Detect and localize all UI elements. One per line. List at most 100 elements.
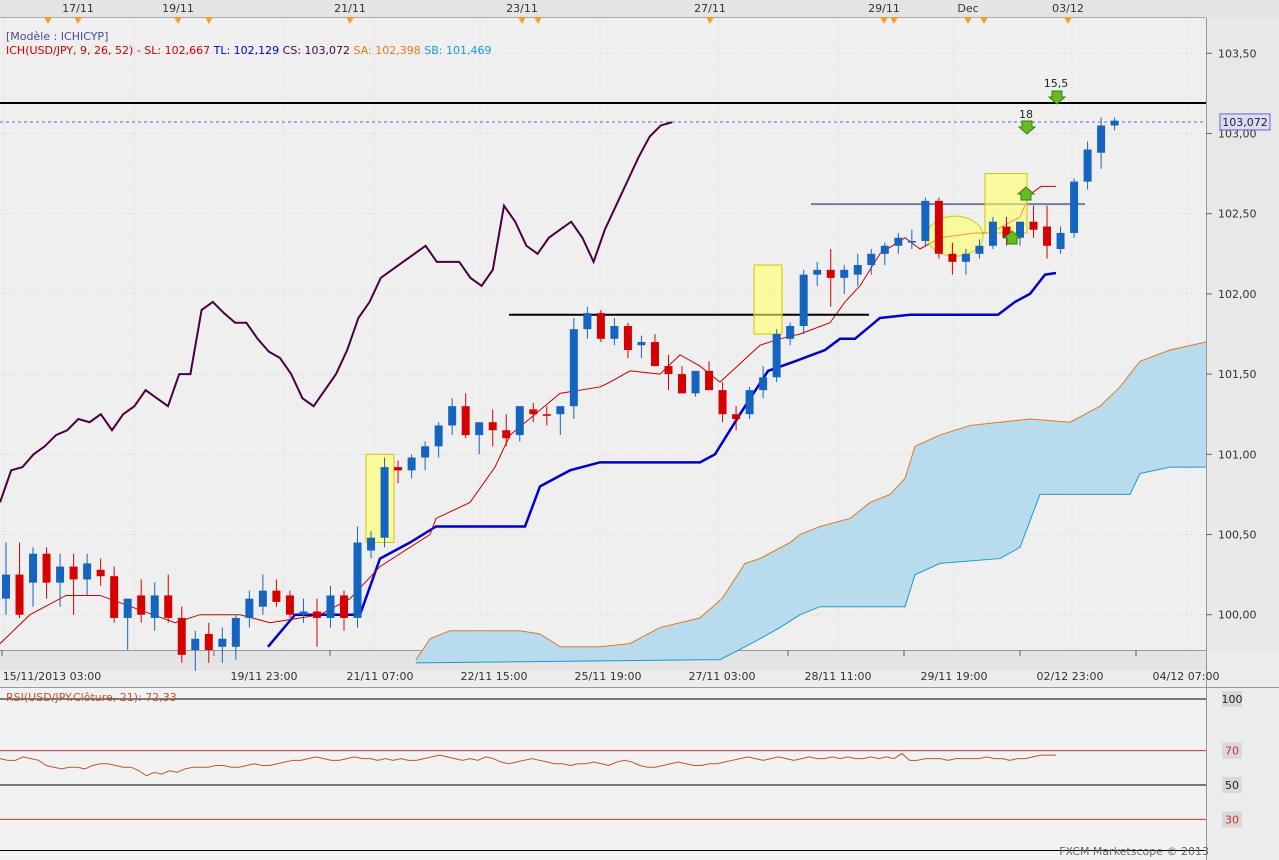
- current-price-box: [1219, 113, 1271, 131]
- candle-body: [326, 595, 335, 618]
- price-tick-label: 100,50: [1218, 529, 1257, 542]
- top-date-marker: 29/11: [868, 2, 900, 15]
- rsi-line: [0, 752, 1056, 777]
- candle-body: [285, 595, 294, 615]
- time-tick-label: 21/11 07:00: [347, 670, 414, 683]
- rsi-plot-area: [0, 688, 1206, 860]
- candle-body: [299, 611, 308, 615]
- arrow-down-icon: [1047, 90, 1067, 105]
- top-date-marker: 03/12: [1052, 2, 1084, 15]
- candle-body: [569, 329, 578, 407]
- candle-body: [542, 414, 551, 416]
- candle-body: [853, 265, 862, 275]
- candle-body: [799, 274, 808, 326]
- candle-body: [1056, 232, 1065, 249]
- price-axis: [1206, 18, 1279, 650]
- candle-body: [340, 595, 348, 618]
- candle-body: [637, 342, 646, 346]
- candle-body: [312, 611, 321, 618]
- marker-triangle-icon: [174, 17, 182, 24]
- time-tick-label: 15/11/2013 03:00: [3, 670, 102, 683]
- candle-body: [786, 325, 795, 339]
- marker-triangle-icon: [518, 17, 526, 24]
- candle-body: [826, 269, 835, 278]
- marker-triangle-icon: [1064, 17, 1072, 24]
- candle-body: [488, 422, 497, 431]
- arrow-up-icon: [1016, 186, 1036, 201]
- candle-body: [434, 425, 443, 447]
- top-date-marker: 27/11: [694, 2, 726, 15]
- highlight-box: [365, 453, 395, 544]
- candle-body: [1097, 125, 1106, 153]
- marker-triangle-icon: [706, 17, 714, 24]
- candle-body: [1002, 226, 1011, 238]
- candle-body: [1083, 149, 1092, 182]
- candle-body: [1029, 221, 1038, 230]
- candle-body: [204, 633, 213, 650]
- model-label: [Modèle : ICHICYP]: [6, 30, 109, 43]
- price-tick-label: 101,50: [1218, 368, 1257, 381]
- current-price-label: 103,072: [1222, 116, 1268, 129]
- candle-body: [15, 574, 24, 615]
- candle-body: [583, 313, 592, 330]
- tl-value: TL: 102,129: [213, 44, 280, 57]
- time-tick-label: 25/11 19:00: [575, 670, 642, 683]
- candle-body: [1043, 226, 1052, 246]
- candle-body: [610, 325, 619, 339]
- watermark: FXCM Marketscope © 2013: [1059, 845, 1209, 858]
- candle-body: [29, 553, 38, 583]
- candle-body: [394, 467, 403, 471]
- chikou-span-line: [0, 121, 673, 503]
- price-tick-label: 100,00: [1218, 609, 1257, 622]
- rsi-level-box: [1222, 691, 1242, 707]
- candle-body: [110, 576, 119, 618]
- candle-body: [664, 366, 673, 375]
- marker-triangle-icon: [980, 17, 988, 24]
- candle-body: [502, 430, 511, 439]
- candle-body: [1110, 120, 1119, 126]
- top-date-marker: 21/11: [334, 2, 366, 15]
- marker-triangle-icon: [346, 17, 354, 24]
- candle-body: [177, 617, 186, 655]
- rsi-level-label: 100: [1222, 693, 1243, 706]
- marker-triangle-icon: [880, 17, 888, 24]
- annotation-15-5: 15,5: [1044, 77, 1069, 90]
- sb-value: SB: 101,469: [424, 44, 492, 57]
- rsi-level-box: [1222, 742, 1242, 759]
- rsi-level-label: 50: [1225, 779, 1239, 792]
- time-tick-label: 28/11 11:00: [805, 670, 872, 683]
- candle-body: [732, 414, 741, 420]
- candle-body: [650, 342, 659, 367]
- candle-body: [840, 269, 849, 278]
- candle-body: [272, 590, 281, 602]
- candle-body: [191, 638, 200, 650]
- top-date-marker: 23/11: [506, 2, 538, 15]
- candle-body: [461, 406, 470, 436]
- marker-triangle-icon: [44, 17, 52, 24]
- candle-body: [948, 253, 957, 262]
- indicator-legend: ICH(USD/JPY, 9, 26, 52) - SL: 102,667 TL…: [6, 44, 491, 57]
- candle-body: [678, 374, 686, 394]
- candle-body: [83, 563, 92, 580]
- time-tick-label: 19/11 23:00: [231, 670, 298, 683]
- candle-body: [258, 590, 267, 607]
- candle-body: [961, 253, 970, 262]
- candle-body: [218, 638, 227, 647]
- marker-triangle-icon: [205, 17, 213, 24]
- candle-body: [596, 313, 605, 339]
- candle-body: [921, 200, 930, 241]
- sa-value: SA: 102,398: [353, 44, 421, 57]
- candle-body: [772, 334, 781, 378]
- annotation-18: 18: [1019, 108, 1033, 121]
- price-tick-label: 102,00: [1218, 288, 1257, 301]
- candle-body: [745, 390, 754, 415]
- price-tick-label: 101,00: [1218, 448, 1257, 461]
- top-time-bar: [0, 0, 1279, 18]
- sl-value: SL: 102,667: [144, 44, 211, 57]
- candle-body: [137, 595, 146, 615]
- candle-body: [164, 595, 173, 618]
- candle-body: [718, 390, 727, 415]
- highlight-box: [753, 264, 783, 335]
